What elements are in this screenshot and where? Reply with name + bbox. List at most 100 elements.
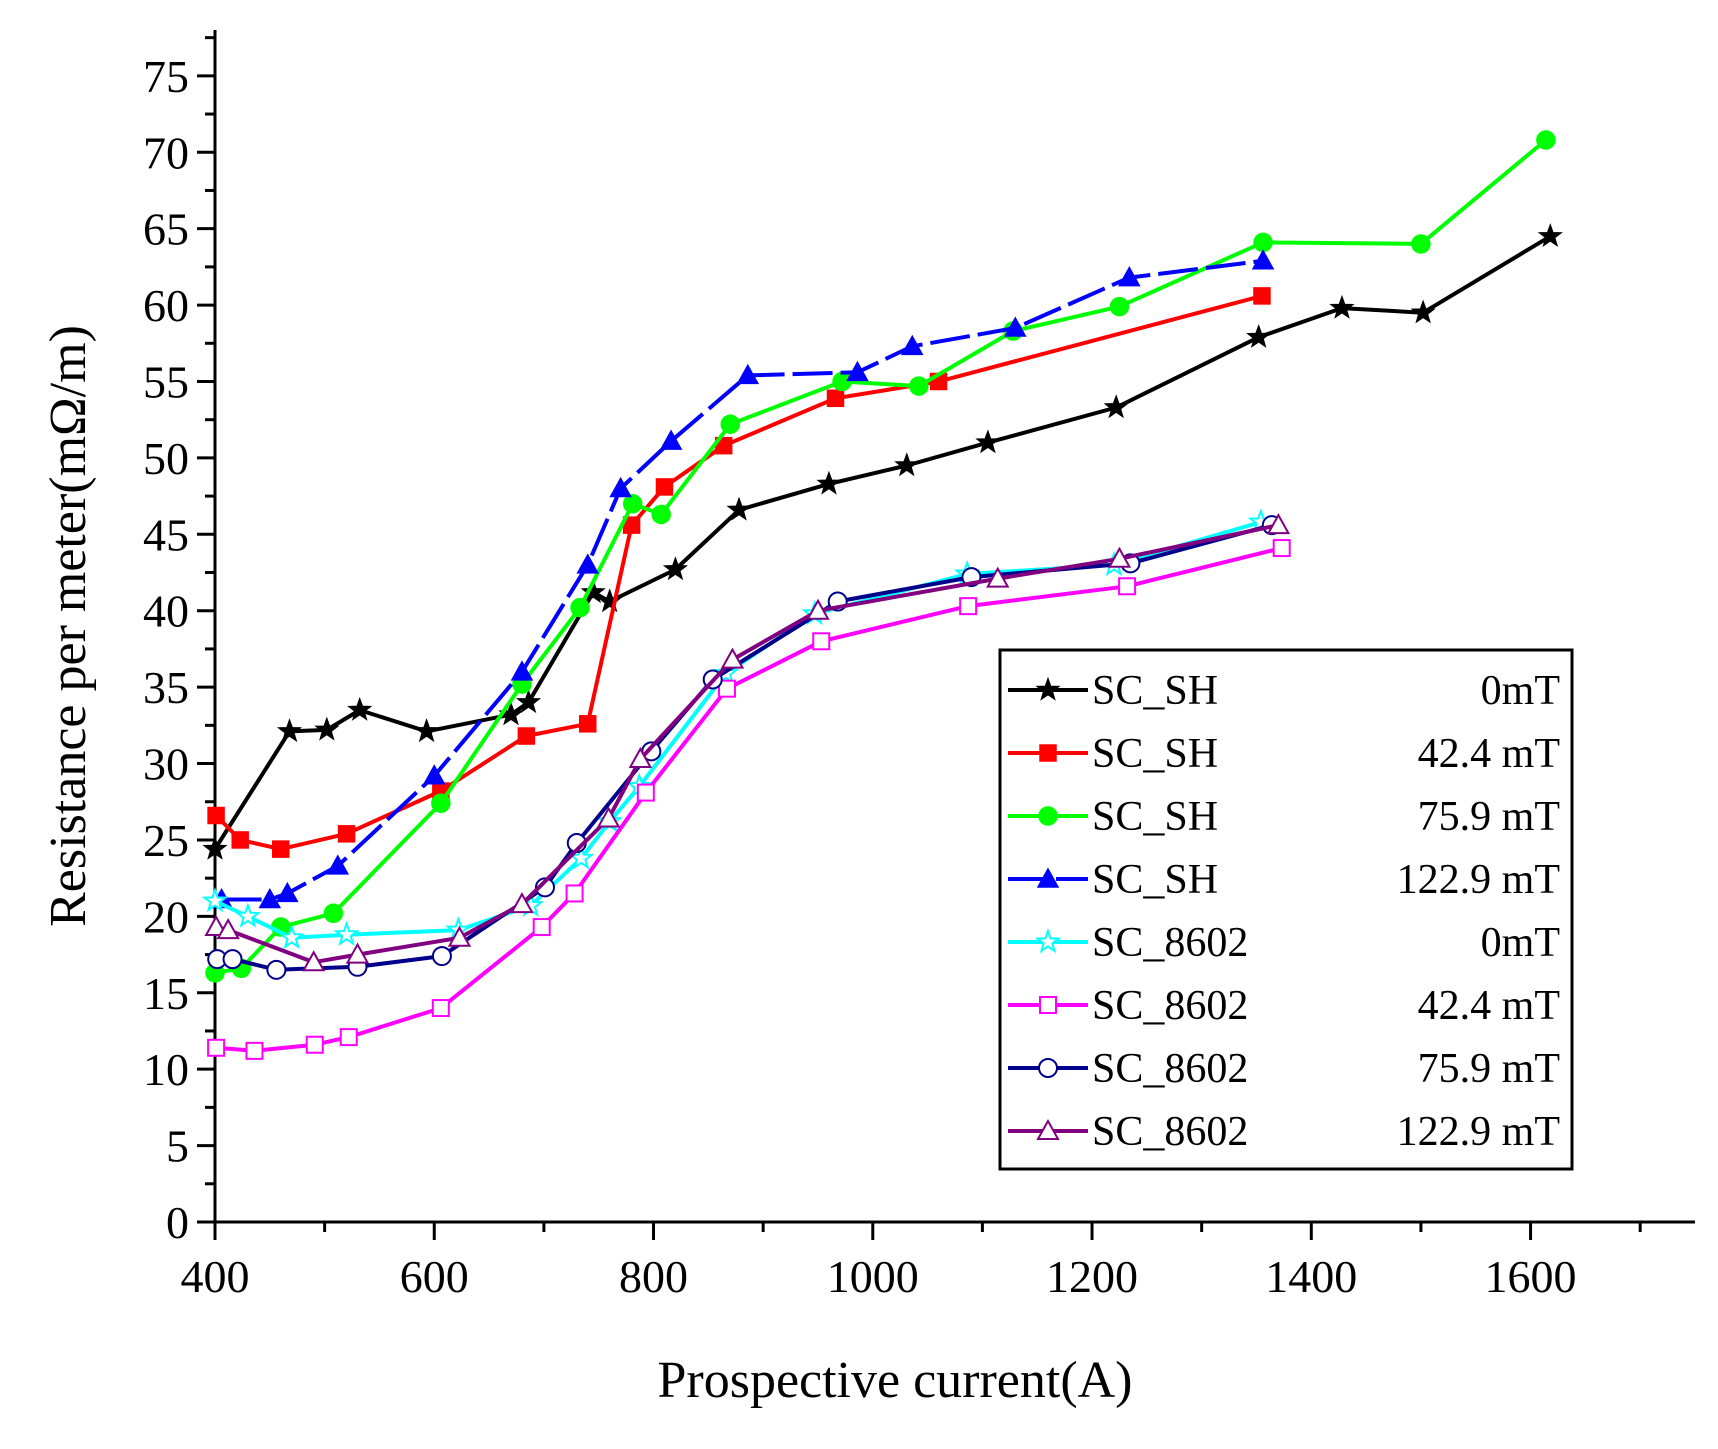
legend-name: SC_SH [1092, 668, 1218, 714]
legend-marker [1038, 806, 1058, 826]
data-point [201, 887, 229, 913]
data-point [1118, 266, 1141, 287]
data-point [1109, 296, 1130, 317]
legend-marker [1035, 676, 1061, 701]
y-tick-label: 50 [143, 433, 189, 484]
data-point [510, 892, 534, 914]
x-tick-label: 1600 [1485, 1251, 1577, 1302]
legend-marker [1038, 1058, 1058, 1078]
data-point [347, 696, 373, 721]
data-point [1536, 130, 1556, 150]
data-point [333, 920, 360, 947]
y-tick-label: 15 [143, 968, 189, 1019]
legend-marker [1036, 867, 1060, 888]
data-point [314, 716, 340, 741]
data-point [1266, 513, 1291, 535]
data-point [447, 925, 472, 947]
data-point [1246, 324, 1272, 348]
y-tick-label: 70 [143, 127, 189, 178]
axes: 0 5 10 15 20 25 30 35 40 45 50 55 60 65 70 75 400 600 800 1… [143, 30, 1695, 1302]
data-point [337, 825, 356, 843]
legend-entry: SC_8602 0mT [1008, 920, 1560, 966]
data-point [596, 806, 621, 828]
legend-name: SC_8602 [1092, 920, 1248, 966]
legend-name: SC_8602 [1092, 983, 1248, 1029]
data-point [894, 452, 920, 477]
data-point [431, 946, 452, 967]
series-5 [207, 539, 1291, 1060]
y-tick-label: 25 [143, 815, 189, 866]
y-tick-label: 20 [143, 891, 189, 942]
data-point [1410, 299, 1436, 324]
data-point [204, 914, 228, 937]
series-2 [205, 130, 1556, 983]
y-tick-label: 0 [166, 1197, 189, 1248]
data-point [422, 764, 446, 785]
x-tick-label: 800 [619, 1251, 688, 1302]
data-point [659, 429, 683, 450]
data-point [1118, 577, 1137, 596]
data-point [736, 363, 760, 385]
data-point [1253, 287, 1271, 305]
legend-name: SC_SH [1092, 731, 1218, 777]
y-tick-label: 10 [143, 1044, 189, 1095]
data-point [207, 1038, 226, 1057]
data-point [272, 840, 290, 858]
legend-name: SC_SH [1092, 794, 1218, 840]
legend-marker [1039, 744, 1057, 762]
x-tick-label: 1400 [1265, 1251, 1357, 1302]
data-point [628, 746, 653, 768]
legend-field: 122.9 mT [1397, 857, 1560, 903]
series-3 [210, 249, 1275, 909]
data-point [510, 660, 534, 681]
legend-field: 75.9 mT [1418, 794, 1560, 840]
y-tick-label: 65 [143, 204, 189, 255]
series-1 [207, 287, 1271, 858]
data-point [636, 783, 655, 802]
data-point [202, 835, 228, 860]
legend-name: SC_SH [1092, 857, 1218, 903]
data-point [234, 902, 262, 928]
data-point [1253, 232, 1273, 253]
x-axis-title: Prospective current(A) [657, 1352, 1132, 1409]
data-point [1107, 546, 1132, 568]
series-0 [202, 223, 1563, 860]
data-point [413, 718, 440, 743]
y-tick-label: 35 [143, 662, 189, 713]
legend-marker [1039, 996, 1057, 1014]
data-point [517, 727, 536, 745]
data-point [326, 854, 350, 875]
data-point [832, 371, 852, 392]
data-point [816, 470, 842, 495]
legend-entry: SC_8602 122.9 mT [1008, 1109, 1560, 1155]
data-point [431, 999, 450, 1018]
data-point [959, 597, 978, 616]
data-point [258, 888, 282, 909]
data-point [339, 1028, 358, 1047]
x-tick-label: 400 [181, 1251, 250, 1302]
y-axis-title: Resistance per meter(mΩ/m) [40, 325, 97, 927]
data-point [576, 553, 600, 574]
legend-entry: SC_SH 75.9 mT [1008, 794, 1560, 840]
legend-field: 0mT [1481, 920, 1560, 966]
data-point [245, 1041, 264, 1060]
data-point [986, 566, 1010, 588]
data-point [515, 689, 542, 714]
y-tick-label: 30 [143, 739, 189, 790]
legend-entry: SC_SH 122.9 mT [1008, 857, 1560, 903]
legend: SC_SH 0mT SC_SH 42.4 mT SC_SH 75.9 mT SC_SH 122… [998, 648, 1574, 1171]
legend-field: 0mT [1481, 668, 1560, 714]
data-point [231, 831, 249, 849]
data-point [431, 793, 451, 814]
legend-marker [1034, 927, 1062, 954]
legend-entry: SC_SH 42.4 mT [1008, 731, 1560, 777]
data-point [580, 579, 606, 604]
y-tick-label: 40 [143, 586, 189, 637]
data-point [276, 881, 299, 903]
data-point [323, 903, 344, 924]
series-7 [204, 513, 1291, 972]
legend-field: 75.9 mT [1418, 1046, 1560, 1092]
data-point [1103, 394, 1129, 419]
data-point [276, 718, 303, 743]
